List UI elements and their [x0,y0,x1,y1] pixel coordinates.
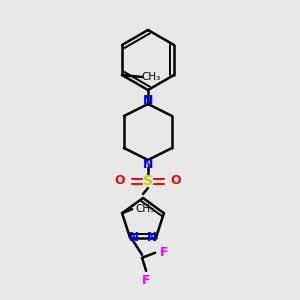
Text: F: F [160,246,168,259]
Text: S: S [143,174,153,188]
Text: CH₃: CH₃ [136,204,155,214]
Text: CH₃: CH₃ [141,72,160,82]
Text: N: N [129,231,139,244]
Text: F: F [142,274,150,287]
Text: O: O [115,175,125,188]
Text: N: N [143,158,153,170]
Text: N: N [143,94,153,106]
Text: O: O [171,175,181,188]
Text: N: N [147,231,157,244]
